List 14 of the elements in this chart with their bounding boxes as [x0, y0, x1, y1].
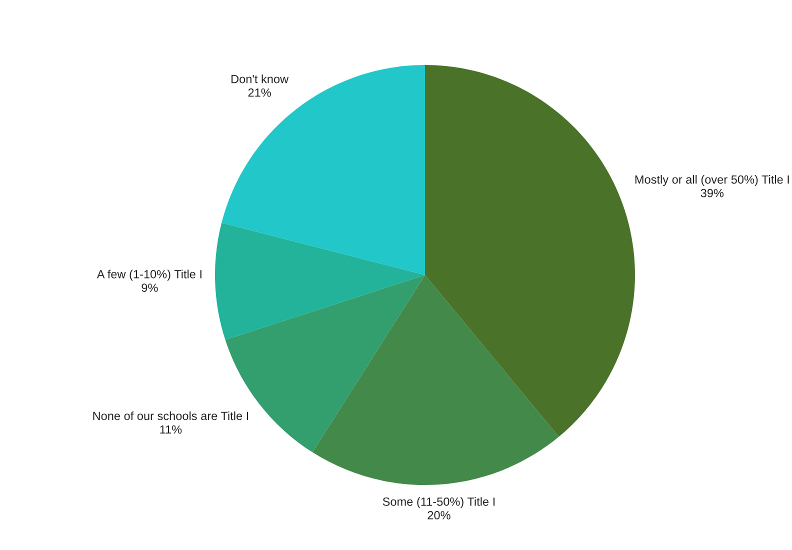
slice-label: A few (1-10%) Title I: [96, 270, 202, 281]
slice-label: Mostly or all (over 50%) Title I: [635, 175, 789, 186]
slice-label: Some (11-50%) Title I: [382, 497, 495, 508]
data-label: 20%: [428, 511, 450, 520]
data-label: 11%: [160, 425, 182, 434]
pie-slice: [215, 222, 425, 340]
data-label: 21%: [248, 88, 271, 97]
data-label: 39%: [700, 188, 724, 198]
slice-label: Don't know: [232, 74, 289, 84]
pie-slice: [425, 65, 635, 437]
data-label: 9%: [142, 284, 158, 292]
slice-label: None of our schools are Title I: [93, 411, 248, 420]
pie-slice: [312, 275, 559, 485]
pie-slice: [222, 65, 425, 275]
